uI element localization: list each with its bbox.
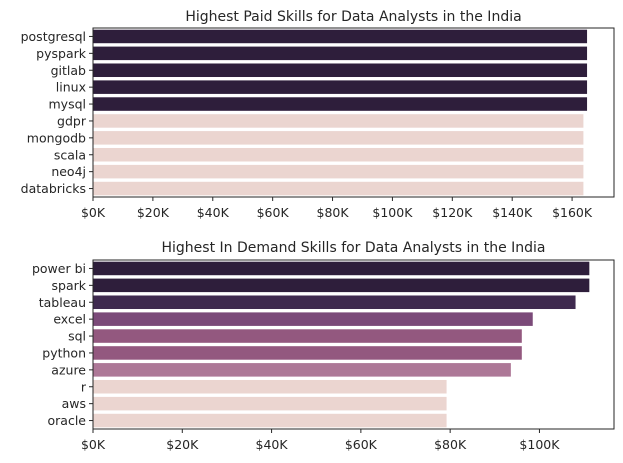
x-tick-label: $100K — [372, 205, 413, 220]
bar-python — [93, 346, 522, 360]
chart-highest-paid-skills: Highest Paid Skills for Data Analysts in… — [21, 9, 615, 220]
y-tick-label: oracle — [48, 413, 87, 428]
bar-scala — [93, 147, 584, 162]
y-tick-label: r — [81, 379, 87, 394]
y-tick-label: excel — [53, 312, 86, 327]
bar-gdpr — [93, 114, 584, 128]
y-tick-label: azure — [51, 362, 86, 377]
bar-oracle — [93, 413, 447, 428]
bar-postgresql — [93, 29, 588, 44]
bar-aws — [93, 396, 447, 411]
bar-excel — [93, 312, 533, 326]
y-tick-label: power bi — [32, 261, 86, 276]
x-tick-label: $20K — [137, 205, 170, 220]
x-tick-label: $80K — [434, 437, 467, 452]
bar-mysql — [93, 97, 588, 111]
x-tick-label: $60K — [345, 437, 378, 452]
y-tick-label: tableau — [39, 295, 86, 310]
y-tick-label: gitlab — [51, 63, 86, 78]
x-tick-label: $80K — [317, 205, 350, 220]
y-tick-label: mongodb — [27, 130, 86, 145]
y-tick-label: databricks — [21, 181, 86, 196]
bar-group — [93, 261, 590, 428]
x-tick-label: $0K — [81, 437, 106, 452]
bar-gitlab — [93, 63, 588, 78]
x-tick-label: $140K — [492, 205, 533, 220]
y-tick-label: aws — [62, 396, 86, 411]
y-tick-label: linux — [56, 80, 86, 95]
y-tick-label: python — [42, 345, 86, 360]
bar-databricks — [93, 181, 584, 196]
x-tick-label: $120K — [432, 205, 473, 220]
y-tick-label: pyspark — [36, 46, 87, 61]
chart-in-demand-skills: Highest In Demand Skills for Data Analys… — [32, 240, 615, 452]
bar-linux — [93, 80, 588, 94]
x-ticks: $0K $20K $40K $60K $80K $100K — [81, 429, 560, 452]
chart-title: Highest Paid Skills for Data Analysts in… — [185, 9, 521, 25]
x-tick-label: $40K — [197, 205, 230, 220]
y-tick-label: spark — [52, 278, 87, 293]
x-tick-label: $20K — [166, 437, 199, 452]
x-ticks: $0K $20K $40K $60K $80K $100K $120K $140K $160K — [81, 197, 593, 220]
y-tick-label: sql — [68, 329, 86, 344]
y-tick-label: neo4j — [51, 164, 86, 179]
bar-r — [93, 379, 447, 394]
plot-frame — [92, 27, 615, 198]
y-tick-label: postgresql — [21, 29, 86, 44]
bar-mongodb — [93, 131, 584, 145]
bar-sql — [93, 329, 522, 343]
bar-tableau — [93, 295, 576, 310]
x-tick-label: $100K — [519, 437, 560, 452]
bar-group — [93, 29, 588, 196]
bar-spark — [93, 278, 590, 293]
y-tick-label: gdpr — [57, 113, 87, 128]
x-tick-label: $0K — [81, 205, 106, 220]
x-tick-label: $40K — [256, 437, 289, 452]
plot-frame — [92, 259, 615, 430]
bar-azure — [93, 363, 511, 377]
bar-pyspark — [93, 46, 588, 61]
x-tick-label: $160K — [552, 205, 593, 220]
bar-power-bi — [93, 261, 590, 276]
chart-title: Highest In Demand Skills for Data Analys… — [161, 240, 545, 256]
y-tick-label: scala — [54, 147, 86, 162]
x-tick-label: $60K — [257, 205, 290, 220]
y-tick-label: mysql — [49, 97, 87, 112]
bar-neo4j — [93, 164, 584, 179]
